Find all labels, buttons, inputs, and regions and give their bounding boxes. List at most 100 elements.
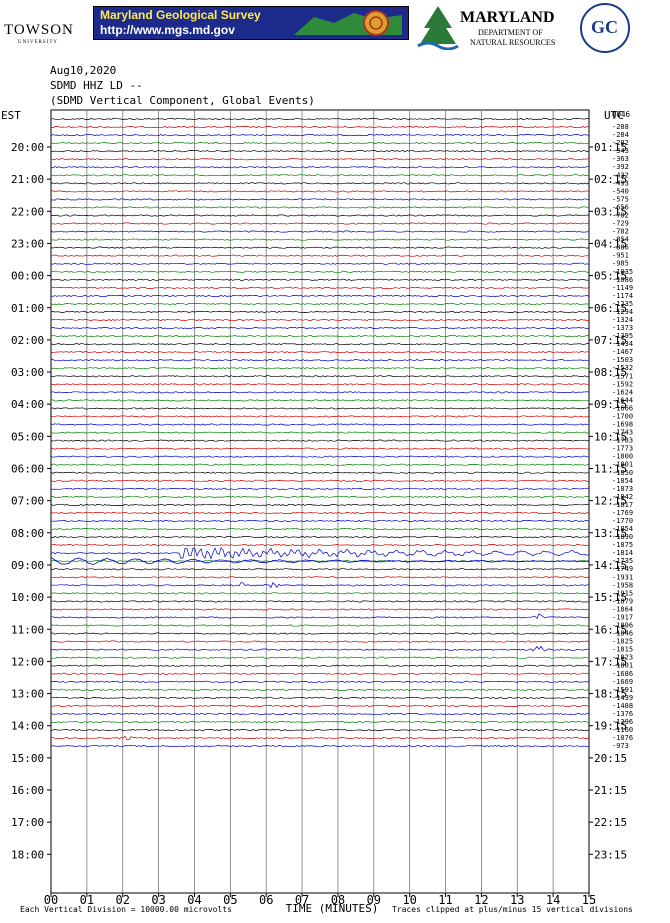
seismic-trace <box>50 608 590 611</box>
seismic-trace <box>50 262 590 265</box>
trace-offset-label: -729 <box>612 220 629 228</box>
x-tick-label: 09 <box>367 893 381 907</box>
seismic-trace <box>50 632 590 635</box>
mgs-url[interactable]: http://www.mgs.md.gov <box>100 23 235 37</box>
right-hour-label: 06:15 <box>594 302 627 315</box>
trace-offset-label: -1592 <box>612 380 633 388</box>
seismic-trace <box>50 656 590 659</box>
seismic-trace <box>50 399 590 402</box>
seismic-trace <box>50 198 590 201</box>
seismic-trace <box>50 359 589 362</box>
gc-logo-text: GC <box>591 17 618 37</box>
mgs-banner-link[interactable]: Maryland Geological Survey http://www.mg… <box>93 6 409 40</box>
seismic-trace <box>50 206 590 209</box>
left-timezone-label: EST <box>1 109 21 122</box>
plot-frame <box>50 109 590 894</box>
trace-offset-label: -1854 <box>612 477 633 485</box>
trace-offset-label: -1395 <box>612 332 633 340</box>
x-tick-label: 08 <box>331 893 345 907</box>
right-hour-label: 14:15 <box>594 559 627 572</box>
trace-offset-label: -1815 <box>612 646 633 654</box>
seismic-trace <box>50 166 589 169</box>
seismic-trace <box>50 527 590 531</box>
x-tick-label: 14 <box>546 893 560 907</box>
seismic-trace <box>50 302 590 306</box>
trace-offset-label: -432 <box>612 171 629 179</box>
x-tick-label: 05 <box>223 893 237 907</box>
seismic-trace <box>50 142 590 145</box>
left-hour-label: 23:00 <box>11 237 44 250</box>
seismic-trace <box>50 431 590 434</box>
right-hour-label: 04:15 <box>594 237 627 250</box>
x-tick-label: 03 <box>151 893 165 907</box>
seismic-trace <box>50 423 590 426</box>
trace-offset-label: -1749 <box>612 565 633 573</box>
trace-offset-label: -1669 <box>612 678 633 686</box>
trace-offset-label: -1174 <box>612 292 633 300</box>
trace-offset-label: -1235 <box>612 300 633 308</box>
seismic-trace <box>50 133 590 137</box>
trace-offset-label: -1931 <box>612 573 633 581</box>
dnr-logo-icon <box>417 6 459 50</box>
left-hour-label: 13:00 <box>11 688 44 701</box>
seismic-trace <box>50 471 590 474</box>
trace-offset-label: -1666 <box>612 404 633 412</box>
trace-offset-label: -1698 <box>612 421 633 429</box>
trace-offset-label: -1076 <box>612 734 633 742</box>
left-hour-label: 00:00 <box>11 270 44 283</box>
seismic-trace <box>50 728 590 732</box>
seismic-trace <box>50 664 590 667</box>
seismic-trace <box>50 270 590 273</box>
seismic-trace <box>50 463 590 466</box>
mgs-title: Maryland Geological Survey <box>100 8 261 22</box>
footer-left-note: Each Vertical Division = 10000.00 microv… <box>20 905 232 914</box>
trace-offset-label: -951 <box>612 252 629 260</box>
right-hour-label: 13:15 <box>594 527 627 540</box>
x-tick-label: 13 <box>510 893 524 907</box>
seismic-trace <box>50 592 590 595</box>
trace-offset-label: -343 <box>612 147 629 155</box>
trace-offset-label: -1488 <box>612 702 633 710</box>
seismic-trace <box>50 125 590 129</box>
seismic-trace <box>50 407 590 410</box>
trace-offset-label: -1800 <box>612 453 633 461</box>
seismic-trace <box>50 439 590 442</box>
trace-offset-label: -1890 <box>612 533 633 541</box>
towson-logo-sub: UNIVERSITY <box>18 40 58 45</box>
trace-offset-label: -392 <box>612 163 629 171</box>
dnr-logo-sub2: NATURAL RESOURCES <box>470 38 556 47</box>
trace-offset-label: -1915 <box>612 589 633 597</box>
right-hour-label: 17:15 <box>594 655 627 668</box>
seismic-trace <box>50 343 590 346</box>
trace-offset-label: -1801 <box>612 662 633 670</box>
right-hour-label: 12:15 <box>594 495 627 508</box>
seismic-trace <box>50 158 590 161</box>
trace-offset-label: -1591 <box>612 686 633 694</box>
trace-offset-label: -656 <box>612 203 629 211</box>
trace-offset-label: -575 <box>612 195 629 203</box>
trace-offset-label: -1700 <box>612 412 633 420</box>
seismic-trace <box>50 696 590 699</box>
trace-offset-label: -854 <box>612 236 629 244</box>
trace-offset-label: -973 <box>612 742 629 750</box>
right-hour-label: 20:15 <box>594 752 627 765</box>
x-tick-label: 10 <box>402 893 416 907</box>
gc-logo[interactable]: GC <box>580 3 630 53</box>
seismic-trace <box>50 645 589 652</box>
trace-offset-label: -1296 <box>612 718 633 726</box>
left-hour-label: 11:00 <box>11 623 44 636</box>
trace-offset-label: -702 <box>612 211 629 219</box>
seismic-trace <box>50 230 590 233</box>
left-hour-label: 07:00 <box>11 495 44 508</box>
seismic-trace <box>50 254 590 257</box>
towson-logo[interactable]: TOWSON <box>4 22 74 38</box>
seismic-trace <box>50 278 590 281</box>
dnr-logo[interactable]: MARYLAND <box>460 9 555 26</box>
trace-offset-label: -1467 <box>612 348 633 356</box>
seismic-trace <box>50 318 590 322</box>
seismic-trace <box>50 326 590 330</box>
trace-offset-label: -886 <box>612 244 629 252</box>
trace-offset-label: -985 <box>612 260 629 268</box>
seismic-trace <box>50 479 590 482</box>
trace-offset-label: -1801 <box>612 461 633 469</box>
